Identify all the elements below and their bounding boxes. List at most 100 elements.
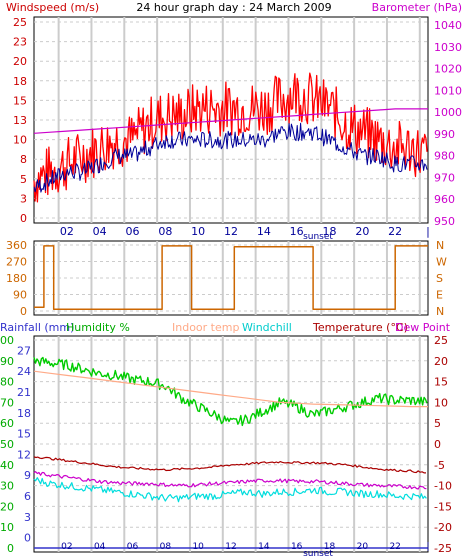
direction-axis-tick: 270 — [6, 256, 27, 269]
barometer-axis-tick: 1000 — [434, 106, 462, 119]
wind-axis-tick: 0 — [20, 212, 27, 225]
sunset-label: sunset — [303, 549, 333, 557]
humidity-axis-tick: 18 — [17, 407, 31, 420]
end-tick: | — [426, 542, 429, 552]
hour-tick: 22 — [389, 542, 400, 552]
wind-axis-tick: 8 — [20, 153, 27, 166]
temperature-axis-tick: 5 — [434, 417, 441, 430]
hour-tick: 10 — [191, 225, 205, 238]
wind-axis-tick: 10 — [13, 134, 27, 147]
hour-tick: 22 — [388, 225, 402, 238]
wind-axis-tick: 18 — [13, 75, 27, 88]
rain-axis-tick: 100 — [0, 334, 14, 347]
rain-axis-tick: 90 — [0, 355, 14, 368]
temperature-axis-tick: -25 — [434, 542, 452, 555]
hour-tick: 18 — [323, 225, 337, 238]
indoor-temp-label: Indoor temp — [172, 321, 239, 334]
windchill-line — [33, 477, 427, 503]
temperature-axis-tick: -20 — [434, 521, 452, 534]
barometer-axis-tick: 970 — [434, 171, 455, 184]
wind-axis-tick: 3 — [20, 192, 27, 205]
temperature-axis-tick: 20 — [434, 355, 448, 368]
humidity-axis-tick: 9 — [24, 469, 31, 482]
rain-axis-tick: 60 — [0, 417, 14, 430]
direction-axis-tick: 180 — [6, 272, 27, 285]
humidity-label: Humidity % — [66, 321, 130, 334]
temperature-axis-tick: -5 — [434, 459, 445, 472]
humidity-axis-tick: 15 — [17, 428, 31, 441]
wind-direction-line — [34, 245, 428, 310]
barometer-title: Barometer (hPa) — [372, 1, 462, 14]
graph-title: 24 hour graph day : 24 March 2009 — [136, 1, 331, 14]
compass-axis-tick: S — [436, 272, 443, 285]
barometer-axis-tick: 960 — [434, 193, 455, 206]
wind-axis-tick: 25 — [13, 16, 27, 29]
rain-axis-tick: 20 — [0, 500, 14, 513]
wind-axis-tick: 23 — [13, 36, 27, 49]
grid-lines — [34, 17, 428, 552]
wind-axis-tick: 20 — [13, 55, 27, 68]
rainfall-label: Rainfall (mm) — [0, 321, 74, 334]
hour-tick: 16 — [291, 542, 303, 552]
humidity-axis-tick: 21 — [17, 386, 31, 399]
barometer-axis-tick: 1020 — [434, 63, 462, 76]
hour-tick: 02 — [61, 542, 72, 552]
humidity-line — [33, 356, 428, 427]
compass-axis-tick: N — [436, 305, 444, 318]
hour-tick: 08 — [158, 225, 172, 238]
humidity-axis-tick: 6 — [24, 490, 31, 503]
sunset-label: sunset — [303, 232, 333, 242]
hour-tick: 10 — [192, 542, 204, 552]
temperature-line — [33, 456, 426, 474]
rain-axis-tick: 30 — [0, 480, 14, 493]
direction-axis-tick: 0 — [20, 305, 27, 318]
end-tick: | — [426, 225, 430, 238]
hour-tick: 14 — [258, 542, 270, 552]
hour-tick: 18 — [324, 542, 336, 552]
temperature-axis-tick: 10 — [434, 396, 448, 409]
rain-axis-tick: 10 — [0, 521, 14, 534]
barometer-axis-tick: 990 — [434, 128, 455, 141]
hour-tick: 20 — [355, 225, 369, 238]
humidity-axis-tick: 0 — [24, 532, 31, 545]
hour-tick: 08 — [160, 542, 172, 552]
temperature-axis-tick: 15 — [434, 376, 448, 389]
chart-marks — [33, 72, 428, 549]
temperature-axis-tick: -10 — [434, 480, 452, 493]
humidity-axis-tick: 12 — [17, 448, 31, 461]
temperature-axis-tick: 0 — [434, 438, 441, 451]
windchill-label: Windchill — [242, 321, 292, 334]
humidity-axis-tick: 27 — [17, 344, 31, 357]
compass-axis-tick: W — [436, 256, 447, 269]
hour-tick: 06 — [127, 542, 139, 552]
wind-axis-tick: 15 — [13, 94, 27, 107]
indoor-temp-line — [33, 370, 428, 408]
barometer-axis-tick: 1010 — [434, 84, 462, 97]
hour-tick: 14 — [257, 225, 271, 238]
rain-axis-tick: 40 — [0, 459, 14, 472]
hour-tick: 02 — [60, 225, 74, 238]
dewpoint-label: Dew Point — [395, 321, 451, 334]
hour-tick: 12 — [225, 542, 236, 552]
hour-tick: 16 — [290, 225, 304, 238]
direction-axis-tick: 90 — [13, 289, 27, 302]
rain-axis-tick: 50 — [0, 438, 14, 451]
rain-axis-tick: 0 — [7, 542, 14, 555]
direction-panel-frame — [33, 240, 429, 316]
temperature-label: Temperature (°C) — [312, 321, 408, 334]
hour-tick: 04 — [93, 225, 107, 238]
barometer-line — [33, 108, 428, 134]
tick-labels: 2523201815131085301040103010201010100099… — [0, 16, 462, 557]
direction-axis-tick: 360 — [6, 239, 27, 252]
barometer-axis-tick: 980 — [434, 150, 455, 163]
humidity-axis-tick: 24 — [17, 365, 31, 378]
windspeed-title: Windspeed (m/s) — [6, 1, 99, 14]
wind-axis-tick: 5 — [20, 173, 27, 186]
barometer-axis-tick: 1040 — [434, 19, 462, 32]
wind-axis-tick: 13 — [13, 114, 27, 127]
humidity-axis-tick: 3 — [24, 511, 31, 524]
barometer-axis-tick: 950 — [434, 215, 455, 228]
hour-tick: 20 — [357, 542, 369, 552]
compass-axis-tick: E — [436, 289, 443, 302]
